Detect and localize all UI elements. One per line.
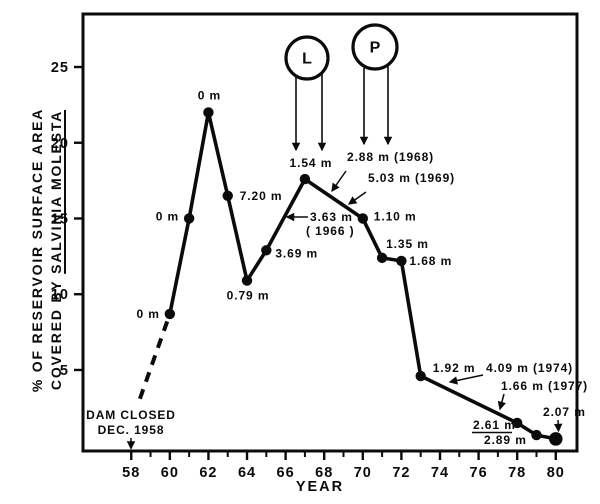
- water-level-label-1964: 0.79 m: [227, 289, 270, 303]
- water-level-label-1973: 1.92 m: [433, 361, 476, 375]
- data-point-1972: [396, 255, 407, 267]
- annotation-text-level-2.61-2.89-line2: 2.89 m: [484, 433, 527, 447]
- annotation-text-level-1.66: 1.66 m (1977): [501, 379, 588, 393]
- annotation-arrow-level-2.88: [331, 170, 347, 193]
- release-marker-letter-P: P: [370, 40, 381, 57]
- coverage-line: [168, 112, 557, 441]
- x-tick-label-60: 60: [161, 465, 179, 481]
- water-level-label-1971: 1.35 m: [386, 237, 429, 251]
- annotation-text-dam-closed-line2: DEC. 1958: [98, 423, 165, 437]
- water-level-label-1960: 0 m: [136, 307, 159, 321]
- water-level-label-1961: 0 m: [156, 209, 179, 223]
- x-tick-label-62: 62: [199, 465, 217, 481]
- data-point-1964: [241, 275, 253, 286]
- x-tick-label-58: 58: [122, 465, 140, 481]
- annotation-text-level-4.09: 4.09 m (1974): [486, 361, 573, 375]
- annotation-arrow-level-4.09: [448, 374, 484, 385]
- data-point-1979: [531, 429, 542, 441]
- x-tick-label-74: 74: [431, 465, 449, 481]
- data-point-1973: [415, 370, 426, 382]
- water-level-label-1965: 3.69 m: [275, 246, 318, 260]
- y-tick-label-25: 25: [51, 60, 69, 76]
- water-level-label-1967: 1.54 m: [290, 156, 333, 170]
- plot-frame: [81, 12, 579, 453]
- data-point-1978: [511, 417, 523, 429]
- annotation-text-level-2.61-2.89: 2.61 m: [473, 418, 516, 432]
- x-tick-label-78: 78: [508, 465, 526, 481]
- x-axis-title: YEAR: [296, 479, 344, 495]
- x-tick-label-70: 70: [354, 465, 372, 481]
- x-tick-label-80: 80: [547, 465, 565, 481]
- x-tick-label-66: 66: [277, 465, 295, 481]
- annotation-arrow-level-1.66: [497, 393, 506, 411]
- annotation-text-level-3.63: 3.63 m: [310, 210, 353, 224]
- dashed-lead-in-line: [138, 313, 172, 400]
- data-point-1960: [164, 308, 176, 320]
- water-level-label-1962: 0 m: [198, 88, 221, 102]
- annotation-text-level-2.88: 2.88 m (1968): [347, 150, 434, 164]
- annotation-arrow-level-2.07: [553, 419, 563, 433]
- annotation-text-level-3.63-line2: ( 1966 ): [306, 224, 355, 238]
- water-level-label-1970: 1.10 m: [374, 209, 417, 223]
- water-level-label-1972: 1.68 m: [409, 254, 452, 268]
- data-point-1971: [376, 252, 388, 264]
- y-tick-label-20: 20: [51, 136, 69, 152]
- data-point-1961: [183, 213, 195, 224]
- x-tick-label-76: 76: [470, 465, 488, 481]
- annotation-text-dam-closed: DAM CLOSED: [86, 408, 176, 422]
- data-point-1980: [548, 432, 563, 446]
- y-tick-label-15: 15: [51, 211, 69, 227]
- y-tick-label-10: 10: [51, 287, 69, 303]
- annotation-arrow-level-5.03: [347, 191, 367, 205]
- y-tick-label-5: 5: [60, 363, 69, 379]
- data-point-1963: [222, 190, 233, 201]
- data-point-1965: [261, 245, 272, 256]
- annotation-text-level-5.03: 5.03 m (1969): [368, 171, 455, 185]
- data-point-1967: [299, 173, 311, 185]
- data-point-1962: [203, 107, 214, 118]
- annotation-text-level-2.07: 2.07 m: [543, 405, 586, 419]
- data-point-1970: [357, 213, 369, 224]
- release-marker-circle-L: [284, 35, 330, 81]
- x-tick-label-68: 68: [315, 465, 333, 481]
- release-marker-letter-L: L: [302, 51, 312, 68]
- water-level-label-1963: 7.20 m: [240, 189, 283, 203]
- x-tick-label-64: 64: [238, 465, 256, 481]
- release-marker-circle-P: [351, 23, 399, 71]
- x-tick-label-72: 72: [392, 465, 410, 481]
